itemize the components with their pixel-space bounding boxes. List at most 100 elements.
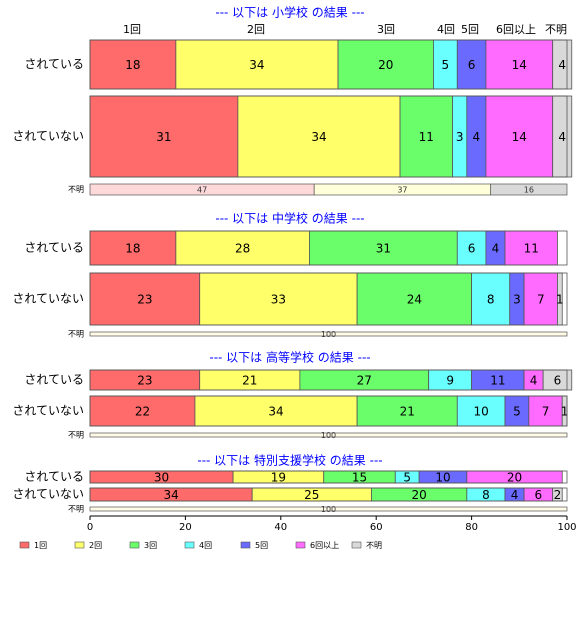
data-label: 6 (535, 488, 543, 502)
data-label: 6 (468, 242, 476, 256)
data-label: 15 (352, 471, 367, 485)
panel-1: --- 以下は 小学校 の結果 ---されている 18 34 20 5 6 14 4されていな… (12, 5, 573, 196)
row-label: されていない (12, 487, 84, 501)
bar-segment (175, 39, 339, 90)
data-label: 20 (507, 471, 522, 485)
row-label: されていない (12, 404, 84, 418)
panel-title: --- 以下は 小学校 の結果 --- (215, 5, 364, 20)
row-label: されている (24, 241, 84, 255)
data-label: 34 (249, 58, 264, 72)
data-label: 14 (512, 130, 527, 144)
data-label: 5 (442, 58, 450, 72)
panel-3: --- 以下は 高等学校 の結果 --- されている 23 21 27 9 11 4 6 されてい… (12, 350, 573, 440)
data-label: 23 (137, 374, 152, 388)
bar-segment (504, 230, 558, 266)
row-label: されている (24, 470, 84, 484)
unknown-row-label: 不明 (68, 330, 84, 339)
data-label: 31 (376, 242, 391, 256)
bar-segment (356, 395, 458, 427)
bar-segment (199, 272, 358, 326)
legend-swatch (184, 541, 195, 549)
row-label: されている (24, 57, 84, 71)
row-label: されていない (12, 292, 84, 306)
data-label: 5 (513, 405, 521, 419)
data-label: 4 (511, 488, 519, 502)
unknown-row-label: 不明 (68, 431, 84, 440)
bar-segment (456, 395, 506, 427)
data-label: 24 (407, 293, 422, 307)
data-label: 25 (304, 488, 319, 502)
data-label: 9 (446, 374, 454, 388)
data-label: 4 (558, 130, 566, 144)
bar-frame (89, 369, 568, 391)
data-label: 6 (468, 58, 476, 72)
bar-segment (485, 95, 554, 178)
unknown-data-label: 100 (321, 330, 336, 339)
legend-label: 3回 (144, 541, 157, 550)
data-label: 18 (125, 58, 140, 72)
data-label: 31 (156, 130, 171, 144)
bar-segment (456, 230, 487, 266)
bar-segment (237, 95, 401, 178)
unknown-row-label: 不明 (68, 185, 84, 194)
unknown-data-label: 100 (321, 505, 336, 514)
legend-label: 1回 (34, 541, 47, 550)
row-label: されていない (12, 129, 84, 143)
bar-frame (89, 95, 568, 178)
x-tick-label: 0 (87, 522, 93, 533)
data-label: 14 (512, 58, 527, 72)
unknown-data-label: 47 (197, 186, 207, 195)
bar-frame (89, 470, 568, 484)
legend-swatch (351, 541, 362, 549)
legend-label: 6回以上 (310, 541, 339, 550)
data-label: 28 (235, 242, 250, 256)
panel-4: --- 以下は 特別支援学校 の結果 --- されている 30 19 15 5 10 20 され… (12, 453, 568, 514)
data-label: 7 (542, 405, 550, 419)
data-label: 2 (554, 488, 562, 502)
x-tick-label: 20 (179, 522, 192, 533)
data-label: 4 (558, 58, 566, 72)
panel-title: --- 以下は 高等学校 の結果 --- (209, 350, 370, 365)
data-label: 34 (163, 488, 178, 502)
legend-swatch (19, 541, 30, 549)
bar-frame (89, 39, 568, 90)
data-label: 10 (435, 471, 450, 485)
legend-swatch (129, 541, 140, 549)
data-label: 10 (473, 405, 488, 419)
data-label: 4 (492, 242, 500, 256)
data-label: 4 (473, 130, 481, 144)
data-label: 27 (357, 374, 372, 388)
data-label: 20 (378, 58, 393, 72)
bar-segment (356, 272, 472, 326)
data-label: 1 (561, 405, 569, 419)
unknown-segment (490, 183, 568, 196)
legend-swatch (295, 541, 306, 549)
data-label: 8 (482, 488, 490, 502)
unknown-data-label: 16 (524, 186, 534, 195)
bar-segment (89, 39, 177, 90)
unknown-segment (89, 432, 568, 438)
x-tick-label: 60 (370, 522, 383, 533)
data-label: 21 (400, 405, 415, 419)
data-label: 11 (490, 374, 505, 388)
legend-swatch (240, 541, 251, 549)
data-label: 30 (154, 471, 169, 485)
legend: 1回 2回 3回 4回 5回 6回以上 不明 (19, 541, 382, 550)
data-label: 23 (137, 293, 152, 307)
data-label: 7 (537, 293, 545, 307)
data-label: 1 (556, 293, 564, 307)
data-label: 11 (419, 130, 434, 144)
category-header: 5回 (461, 23, 479, 36)
data-label: 3 (513, 293, 521, 307)
panel-title: --- 以下は 中学校 の結果 --- (215, 211, 364, 226)
data-label: 33 (271, 293, 286, 307)
data-label: 19 (271, 471, 286, 485)
legend-label: 不明 (366, 541, 382, 550)
x-tick-label: 40 (274, 522, 287, 533)
category-header: 2回 (247, 23, 265, 36)
panel-title: --- 以下は 特別支援学校 の結果 --- (197, 453, 382, 468)
data-label: 3 (456, 130, 464, 144)
legend-label: 5回 (255, 541, 268, 550)
row-label: されている (24, 373, 84, 387)
